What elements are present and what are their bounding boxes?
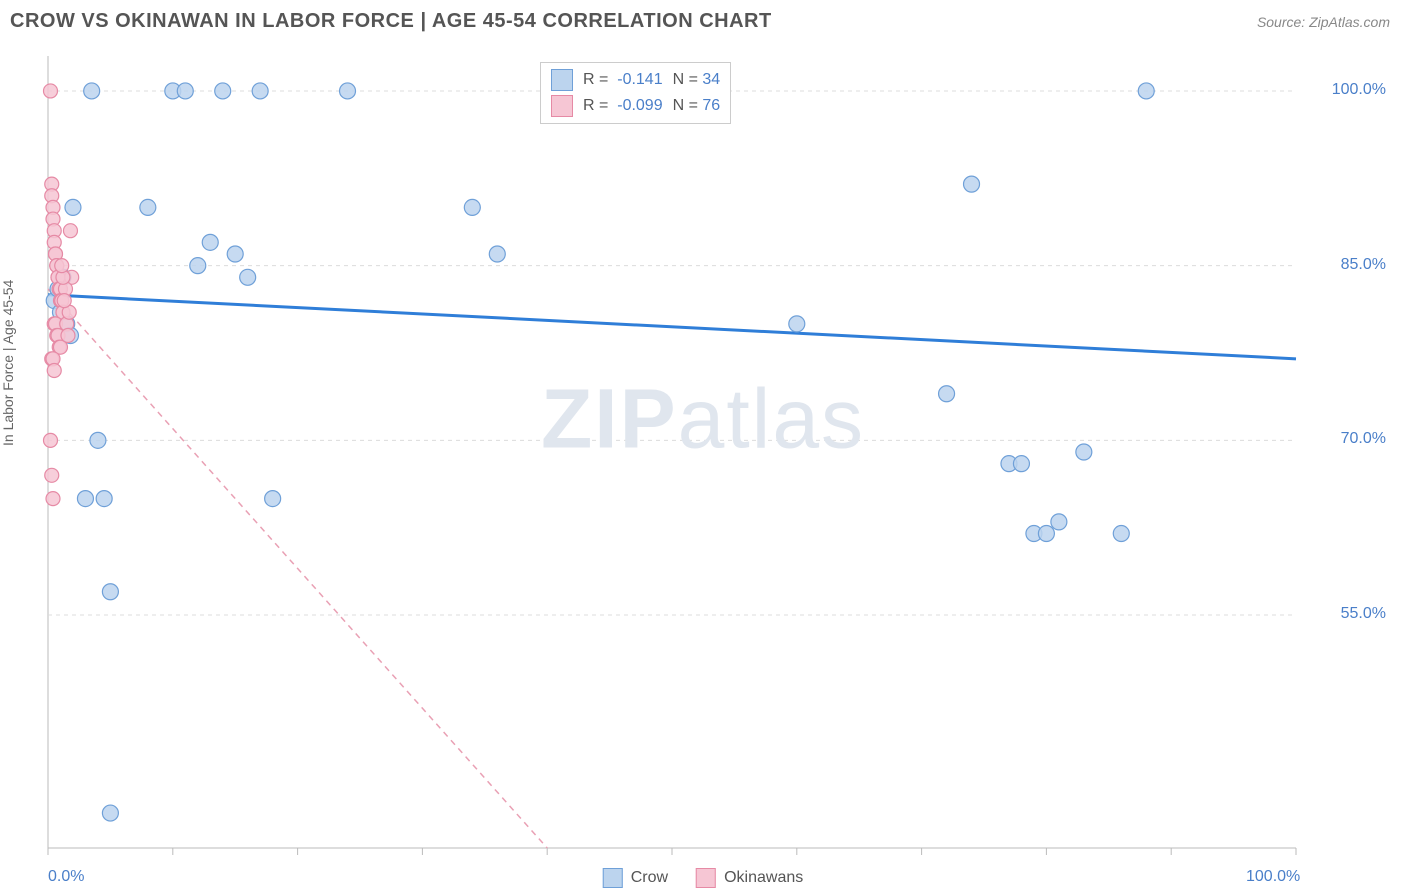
series-legend-item: Okinawans [696,868,803,888]
legend-swatch [551,69,573,91]
legend-r-label: R = -0.099 [583,97,663,115]
stats-legend-row: R = -0.099 N = 76 [551,93,720,119]
legend-swatch [696,868,716,888]
series-name: Okinawans [724,869,803,887]
x-tick-label: 0.0% [48,868,84,886]
legend-r-label: R = -0.141 [583,71,663,89]
series-legend-item: Crow [603,868,668,888]
scatter-plot [0,0,1406,892]
legend-n-label: N = 34 [673,71,721,89]
series-legend: Crow Okinawans [603,868,804,888]
y-tick-label: 70.0% [1341,430,1386,448]
legend-swatch [551,95,573,117]
series-name: Crow [631,869,668,887]
legend-swatch [603,868,623,888]
stats-legend-row: R = -0.141 N = 34 [551,67,720,93]
y-tick-label: 100.0% [1332,81,1386,99]
y-tick-label: 55.0% [1341,605,1386,623]
stats-legend: R = -0.141 N = 34 R = -0.099 N = 76 [540,62,731,124]
legend-n-label: N = 76 [673,97,721,115]
y-tick-label: 85.0% [1341,256,1386,274]
x-tick-label: 100.0% [1246,868,1300,886]
chart-container: CROW VS OKINAWAN IN LABOR FORCE | AGE 45… [0,0,1406,892]
